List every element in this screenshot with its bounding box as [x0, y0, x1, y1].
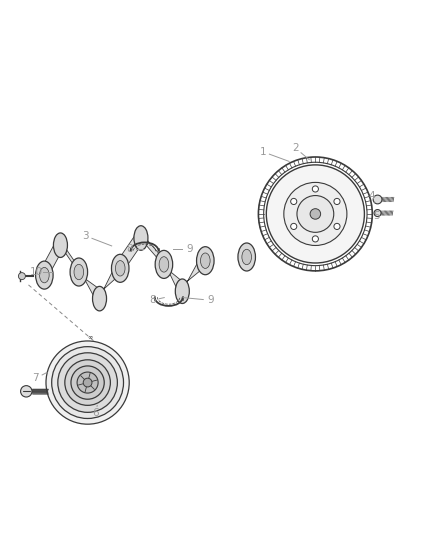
Ellipse shape [201, 253, 210, 269]
Circle shape [291, 198, 297, 205]
Ellipse shape [39, 268, 49, 283]
Circle shape [21, 386, 32, 397]
Text: 7: 7 [32, 373, 39, 383]
Polygon shape [97, 261, 123, 303]
Circle shape [52, 346, 124, 418]
Ellipse shape [159, 257, 169, 272]
Circle shape [373, 195, 382, 204]
Ellipse shape [53, 233, 67, 257]
Circle shape [310, 209, 321, 219]
Ellipse shape [70, 258, 88, 286]
Ellipse shape [92, 286, 106, 311]
Circle shape [291, 223, 297, 230]
Text: 1: 1 [259, 147, 266, 157]
Text: 9: 9 [207, 295, 214, 305]
Circle shape [312, 236, 318, 242]
Circle shape [284, 182, 347, 246]
Polygon shape [77, 264, 102, 303]
Ellipse shape [155, 251, 173, 278]
Circle shape [266, 165, 364, 263]
Ellipse shape [111, 254, 129, 282]
Polygon shape [180, 253, 208, 295]
Polygon shape [42, 237, 63, 279]
Ellipse shape [35, 261, 53, 289]
Circle shape [18, 273, 25, 280]
Text: 4: 4 [368, 191, 375, 201]
Polygon shape [58, 237, 81, 276]
Polygon shape [118, 230, 143, 272]
Circle shape [65, 360, 110, 405]
Ellipse shape [175, 279, 189, 303]
Text: 8: 8 [149, 295, 156, 305]
Circle shape [334, 198, 340, 205]
Text: 10: 10 [29, 267, 42, 277]
Text: 9: 9 [186, 244, 193, 254]
Text: ∞: ∞ [87, 335, 92, 340]
Ellipse shape [242, 249, 251, 265]
Text: 8: 8 [126, 244, 133, 254]
Text: 6: 6 [92, 408, 99, 418]
Ellipse shape [134, 226, 148, 251]
Text: 5: 5 [373, 211, 380, 221]
Circle shape [253, 152, 378, 276]
Ellipse shape [238, 243, 255, 271]
Circle shape [297, 196, 334, 232]
Ellipse shape [74, 264, 84, 280]
Text: 3: 3 [82, 231, 89, 241]
Circle shape [83, 378, 92, 387]
Circle shape [312, 186, 318, 192]
Circle shape [334, 223, 340, 230]
Ellipse shape [116, 261, 125, 276]
Circle shape [77, 372, 98, 393]
Text: 2: 2 [292, 143, 299, 154]
Circle shape [58, 353, 117, 413]
Polygon shape [138, 230, 166, 268]
Ellipse shape [197, 247, 214, 274]
Circle shape [46, 341, 129, 424]
Circle shape [71, 366, 104, 399]
Polygon shape [162, 256, 185, 295]
Circle shape [374, 209, 381, 216]
